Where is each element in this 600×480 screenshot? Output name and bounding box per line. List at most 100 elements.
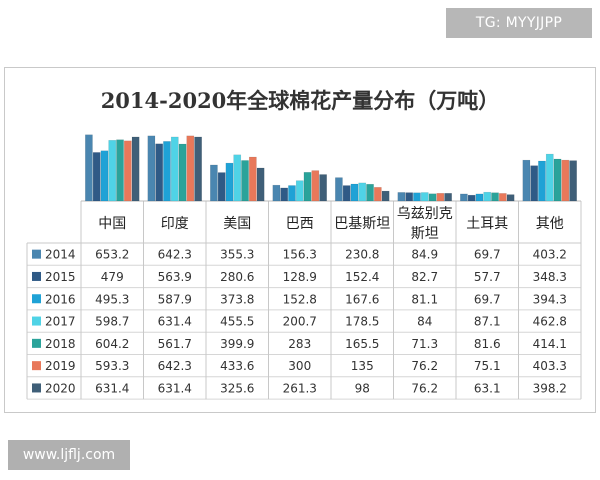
- bar-2014-8: [522, 159, 531, 202]
- watermark-site: www.ljflj.com: [8, 440, 130, 470]
- bar-2019-1: [123, 140, 132, 202]
- table-cell: 604.2: [95, 337, 129, 351]
- table-cell: 642.3: [158, 359, 192, 373]
- bar-2015-4: [280, 187, 289, 202]
- table-cell: 563.9: [158, 270, 192, 284]
- table-cell: 631.4: [95, 381, 129, 395]
- bar-2014-3: [210, 164, 218, 202]
- bar-2020-3: [256, 167, 265, 202]
- table-cell: 200.7: [283, 315, 317, 329]
- bar-2017-8: [545, 153, 554, 202]
- bar-2014-6: [397, 192, 406, 202]
- table-cell: 76.2: [411, 359, 438, 373]
- table-cell: 81.1: [411, 292, 438, 306]
- bar-2015-6: [405, 192, 414, 202]
- table-cell: 63.1: [474, 381, 501, 395]
- bar-2015-8: [530, 165, 539, 202]
- bar-2014-1: [85, 134, 93, 202]
- table-cell: 280.6: [220, 270, 254, 284]
- table-cell: 355.3: [220, 248, 254, 262]
- bar-2018-7: [491, 192, 499, 202]
- table-cell: 462.8: [533, 315, 567, 329]
- table-cell: 561.7: [158, 337, 192, 351]
- table-cell: 69.7: [474, 292, 501, 306]
- bar-2017-3: [233, 154, 242, 202]
- table-cell: 57.7: [474, 270, 501, 284]
- bar-2019-6: [436, 193, 445, 202]
- bar-2014-2: [147, 135, 156, 202]
- bar-2015-1: [92, 152, 101, 202]
- table-cell: 399.9: [220, 337, 254, 351]
- bar-2014-4: [272, 184, 281, 202]
- bar-2019-5: [373, 187, 382, 202]
- table-cell: 69.7: [474, 248, 501, 262]
- table-cell: 495.3: [95, 292, 129, 306]
- bar-2020-8: [569, 160, 577, 202]
- bar-2016-7: [475, 193, 484, 202]
- category-label: 巴基斯坦: [334, 215, 390, 232]
- table-cell: 156.3: [283, 248, 317, 262]
- legend-key-2016: [32, 294, 41, 304]
- bar-2020-5: [381, 190, 390, 202]
- legend-key-2015: [32, 271, 41, 281]
- table-cell: 348.3: [533, 270, 567, 284]
- bar-2016-4: [288, 185, 296, 202]
- table-cell: 479: [101, 270, 124, 284]
- chart-title: 2014-2020年全球棉花产量分布（万吨）: [101, 88, 500, 113]
- bar-2015-3: [217, 172, 226, 202]
- table-cell: 71.3: [411, 337, 438, 351]
- table-cell: 598.7: [95, 315, 129, 329]
- table-cell: 642.3: [158, 248, 192, 262]
- table-cell: 128.9: [283, 270, 317, 284]
- bar-2020-6: [444, 193, 452, 202]
- table-cell: 81.6: [474, 337, 501, 351]
- bar-2017-6: [420, 192, 429, 202]
- table-cell: 398.2: [533, 381, 567, 395]
- bar-2014-5: [335, 177, 343, 202]
- bar-2018-6: [428, 193, 437, 202]
- table-cell: 593.3: [95, 359, 129, 373]
- legend-key-2018: [32, 338, 41, 348]
- legend-label-2015: 2015: [45, 270, 76, 284]
- table-cell: 84: [417, 315, 432, 329]
- bar-2017-4: [295, 180, 304, 202]
- table-cell: 631.4: [158, 315, 192, 329]
- category-label: 土耳其: [466, 216, 508, 232]
- bar-2016-8: [538, 160, 546, 202]
- chart-container: 2014-2020年全球棉花产量分布（万吨） 中国 印度 美国 巴西 巴基斯坦 乌兹别克 斯坦…: [4, 67, 596, 413]
- bar-2019-4: [311, 170, 320, 202]
- bar-2019-8: [561, 159, 570, 202]
- category-label: 其他: [536, 216, 564, 232]
- bar-2017-5: [358, 182, 367, 202]
- legend-key-2014: [32, 249, 41, 259]
- bar-2018-3: [241, 160, 249, 202]
- bar-2015-7: [467, 194, 476, 202]
- category-label: 美国: [223, 216, 251, 232]
- cotton-production-chart: 2014-2020年全球棉花产量分布（万吨） 中国 印度 美国 巴西 巴基斯坦乌兹别克斯坦…: [26, 88, 582, 400]
- table-cell: 587.9: [158, 292, 192, 306]
- table-cell: 403.2: [533, 248, 567, 262]
- table-cell: 283: [288, 337, 311, 351]
- legend-label-2018: 2018: [45, 337, 76, 351]
- bar-2016-6: [413, 192, 421, 202]
- table-cell: 82.7: [411, 270, 438, 284]
- legend-label-2017: 2017: [45, 315, 76, 329]
- table-cell: 98: [355, 381, 370, 395]
- table-cell: 230.8: [345, 248, 379, 262]
- table-cell: 87.1: [474, 315, 501, 329]
- bar-2018-4: [303, 172, 312, 202]
- table-cell: 135: [351, 359, 374, 373]
- bar-2017-2: [170, 136, 179, 202]
- table-cell: 152.8: [283, 292, 317, 306]
- bar-2016-3: [225, 162, 234, 202]
- bar-2015-2: [155, 143, 164, 202]
- bar-2018-1: [116, 139, 124, 202]
- watermark-tg: TG: MYYJJPP: [446, 8, 592, 38]
- table-cell: 403.3: [533, 359, 567, 373]
- bar-2018-5: [366, 183, 374, 202]
- legend-key-2017: [32, 316, 41, 326]
- table-cell: 433.6: [220, 359, 254, 373]
- legend-key-2019: [32, 361, 41, 371]
- table-cell: 653.2: [95, 248, 129, 262]
- table-cell: 300: [288, 359, 311, 373]
